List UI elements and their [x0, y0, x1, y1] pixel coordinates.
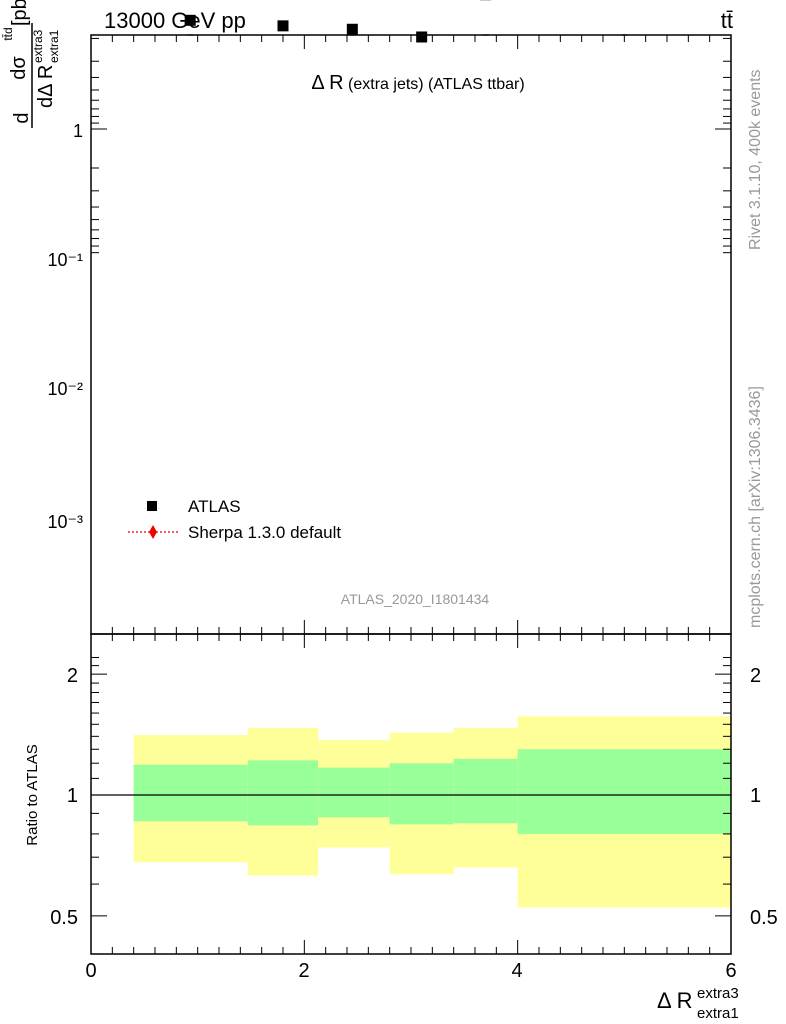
- upper-panel-title: Δ R (extra jets) (ATLAS ttbar): [311, 72, 524, 94]
- legend-sherpa-marker: [149, 525, 157, 539]
- lower-ytick-label-2: 2: [67, 665, 78, 687]
- xtick-label-4: 4: [511, 960, 522, 982]
- svg-text:extra1: extra1: [47, 29, 61, 63]
- upper-y-axis-label: d dσ tt̄d dΔ R extra1 extra3 [pb]: [1, 0, 61, 128]
- lower-ytick-label-1-right: 1: [750, 785, 761, 807]
- atlas-point: [277, 20, 289, 32]
- header-right: tt̄: [721, 8, 733, 33]
- svg-text:Δ R: Δ R: [657, 988, 692, 1013]
- xtick-label-0: 0: [85, 960, 96, 982]
- x-axis-label: Δ R extra3 extra1: [657, 985, 739, 1022]
- atlas-point: [416, 31, 428, 43]
- lower-ytick-label-1: 1: [67, 785, 78, 807]
- svg-text:[pb]: [pb]: [9, 0, 31, 26]
- upper-ytick-label-4: 1: [73, 121, 83, 141]
- svg-text:tt̄d: tt̄d: [1, 27, 15, 40]
- xtick-label-2: 2: [298, 960, 309, 982]
- inner-band-bin: [389, 763, 454, 825]
- lower-ytick-label-2-right: 2: [750, 665, 761, 687]
- ratio-bands: [133, 716, 731, 908]
- analysis-watermark: ATLAS_2020_I1801434: [341, 591, 490, 607]
- atlas-point: [184, 14, 196, 26]
- legend-atlas-label: ATLAS: [188, 497, 241, 516]
- svg-text:d: d: [11, 112, 33, 123]
- lower-ytick-label-05: 0.5: [50, 907, 78, 929]
- inner-band-bin: [517, 749, 731, 834]
- svg-text:dΔ R: dΔ R: [35, 65, 57, 108]
- lower-ytick-label-05-right: 0.5: [750, 907, 778, 929]
- svg-text:extra3: extra3: [31, 29, 45, 63]
- header-left: 13000 GeV pp: [104, 8, 246, 33]
- inner-band-bin: [247, 760, 319, 826]
- legend: ATLAS Sherpa 1.3.0 default: [128, 497, 341, 542]
- inner-band-bin: [318, 767, 390, 818]
- inner-band-bin: [133, 764, 248, 822]
- upper-data: [184, 0, 628, 43]
- svg-text:dσ: dσ: [8, 56, 30, 80]
- upper-ytick-label-2: 10⁻²: [47, 379, 83, 399]
- legend-atlas-marker: [147, 501, 157, 511]
- upper-ytick-label-3: 10⁻¹: [47, 250, 83, 270]
- legend-sherpa-label: Sherpa 1.3.0 default: [188, 523, 341, 542]
- rivet-label: Rivet 3.1.10, 400k events: [747, 69, 764, 250]
- axis-ticks: [90, 35, 732, 954]
- svg-text:extra3: extra3: [697, 985, 739, 1002]
- upper-panel-frame: [90, 34, 732, 635]
- upper-ytick-label-1: 10⁻³: [47, 512, 83, 532]
- xtick-label-6: 6: [725, 960, 736, 982]
- lower-y-axis-label: Ratio to ATLAS: [24, 744, 41, 845]
- svg-text:extra1: extra1: [697, 1005, 739, 1022]
- atlas-point: [346, 23, 358, 35]
- inner-band-bin: [453, 758, 518, 824]
- mcplots-label: mcplots.cern.ch [arXiv:1306.3436]: [747, 386, 764, 628]
